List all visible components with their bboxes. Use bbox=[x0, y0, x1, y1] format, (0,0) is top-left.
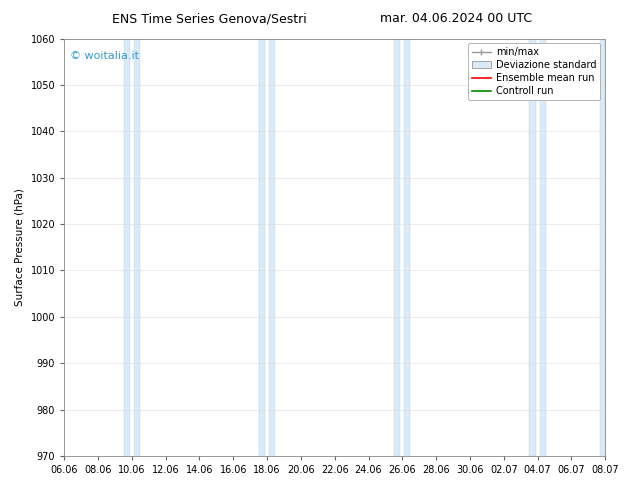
Legend: min/max, Deviazione standard, Ensemble mean run, Controll run: min/max, Deviazione standard, Ensemble m… bbox=[468, 44, 600, 100]
Bar bbox=[540, 39, 546, 456]
Bar bbox=[600, 39, 605, 456]
Text: mar. 04.06.2024 00 UTC: mar. 04.06.2024 00 UTC bbox=[380, 12, 533, 25]
Bar bbox=[259, 39, 265, 456]
Bar bbox=[269, 39, 275, 456]
Bar bbox=[394, 39, 400, 456]
Bar bbox=[124, 39, 130, 456]
Text: ENS Time Series Genova/Sestri: ENS Time Series Genova/Sestri bbox=[112, 12, 307, 25]
Y-axis label: Surface Pressure (hPa): Surface Pressure (hPa) bbox=[15, 188, 25, 306]
Bar bbox=[404, 39, 410, 456]
Text: © woitalia.it: © woitalia.it bbox=[70, 51, 139, 61]
Bar bbox=[134, 39, 140, 456]
Bar bbox=[529, 39, 536, 456]
